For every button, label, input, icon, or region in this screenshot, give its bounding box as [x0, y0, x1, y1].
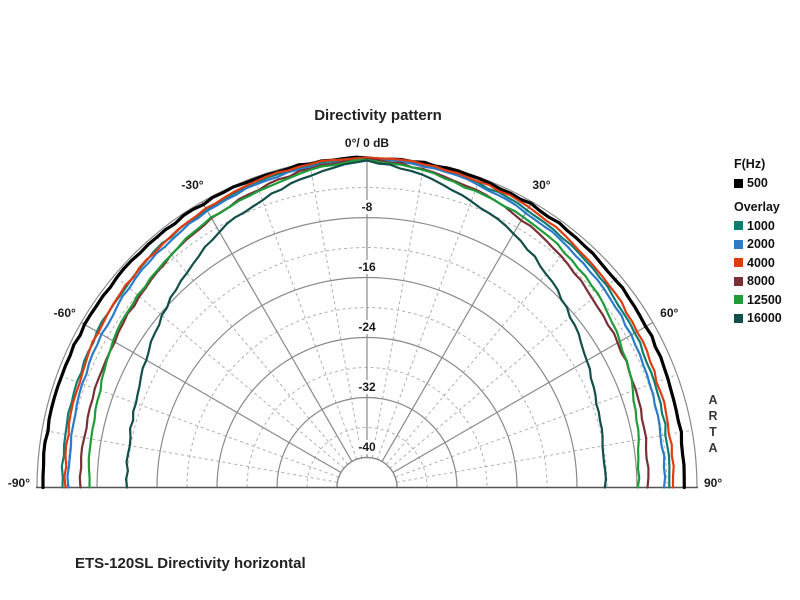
db-ring-label--16: -16: [356, 259, 378, 274]
grid-radial-dashed: [385, 234, 580, 465]
angle-label-30: 30°: [532, 178, 551, 193]
grid-radial-dashed: [371, 162, 425, 459]
db-ring-label--24: -24: [356, 319, 378, 334]
grid-radial-dashed: [154, 234, 349, 465]
legend-item-label: 2000: [747, 237, 775, 251]
grid-radial-solid: [201, 201, 353, 462]
legend-item-500hz: 500: [734, 174, 782, 193]
legend-swatch-icon: [734, 178, 743, 188]
legend-item-label: 4000: [747, 255, 775, 270]
grid-radial-dashed: [389, 274, 621, 469]
curve-16000hz: [125, 159, 607, 489]
angle-label-60: 60°: [660, 306, 679, 320]
grid-radial-solid: [392, 321, 654, 474]
legend-item-4000hz: 4000: [734, 254, 782, 273]
watermark-letter: R: [708, 409, 718, 423]
angle-label--60: -60°: [53, 306, 76, 320]
legend-item-label: 8000: [747, 274, 775, 288]
axis-label-0deg-0db: 0°/ 0 dB: [344, 136, 390, 150]
grid-radial-dashed: [56, 374, 339, 478]
legend-swatch-icon: [734, 295, 743, 305]
legend-item-label: 12500: [747, 292, 782, 307]
grid-radial-solid: [381, 201, 533, 462]
grid-ring-dashed: [126, 247, 608, 488]
grid-radial-dashed: [41, 429, 338, 483]
grid-radial-dashed: [396, 429, 693, 483]
angle-label--30: -30°: [181, 178, 204, 193]
watermark-letter: A: [708, 393, 718, 407]
legend-item-1000hz: 1000: [734, 217, 782, 236]
legend-swatch-icon: [734, 276, 743, 286]
legend: F(Hz) 500 Overlay 1000 2000 4000 8000 12500 1…: [734, 155, 782, 328]
grid-radial-dashed: [395, 374, 678, 478]
grid-radial-solid: [80, 321, 342, 474]
grid-radial-dashed: [376, 177, 481, 460]
legend-item-16000hz: 16000: [734, 309, 782, 328]
legend-item-2000hz: 2000: [734, 235, 782, 254]
watermark-letter: T: [709, 425, 717, 439]
db-ring-label--8: -8: [359, 199, 375, 214]
chart-title: Directivity pattern: [314, 107, 442, 124]
db-ring-label--40: -40: [356, 439, 378, 454]
chart-caption: ETS-120SL Directivity horizontal: [75, 555, 306, 572]
grid-radial-dashed: [309, 162, 363, 459]
legend-item-label: 16000: [747, 311, 782, 325]
legend-primary-header: F(Hz): [734, 157, 766, 171]
legend-swatch-icon: [734, 313, 743, 323]
legend-item-label: 1000: [747, 218, 775, 233]
legend-item-12500hz: 12500: [734, 291, 782, 310]
watermark-letter: A: [708, 441, 718, 455]
curve-4000hz: [63, 156, 675, 489]
legend-item-label: 500: [747, 176, 768, 190]
grid-ring-dashed: [66, 187, 668, 488]
angle-label-minus90: -90°: [7, 475, 30, 490]
legend-overlay-header: Overlay: [734, 199, 780, 214]
grid-ring-solid: [336, 456, 398, 488]
legend-primary-rows: 500: [734, 174, 782, 193]
legend-swatch-icon: [734, 221, 743, 231]
legend-swatch-icon: [734, 258, 743, 268]
angle-label-90: 90°: [704, 475, 723, 490]
grid-radial-dashed: [253, 177, 358, 460]
db-ring-label--32: -32: [356, 379, 378, 394]
legend-overlay-rows: 1000 2000 4000 8000 12500 16000: [734, 217, 782, 328]
grid-radial-dashed: [113, 274, 345, 469]
legend-swatch-icon: [734, 239, 743, 249]
legend-item-8000hz: 8000: [734, 272, 782, 291]
